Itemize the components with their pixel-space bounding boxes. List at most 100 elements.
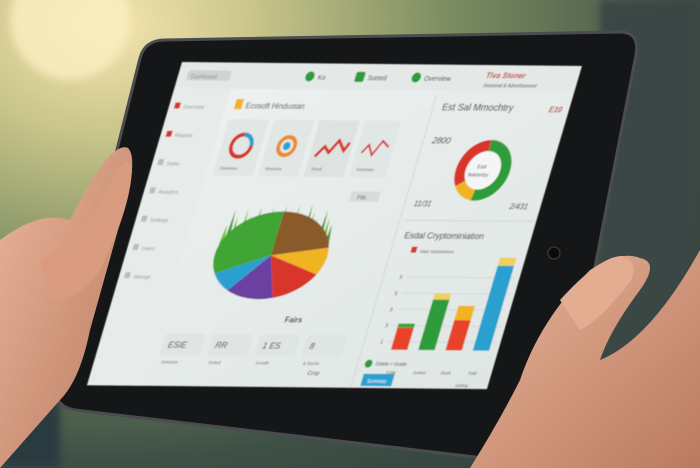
- sidebar-item[interactable]: Users: [132, 243, 157, 252]
- chart-slice: [227, 255, 273, 300]
- sidebar-item[interactable]: Settings: [140, 215, 170, 224]
- sidebar-item[interactable]: Sales: [157, 159, 181, 167]
- top-bar: [174, 62, 582, 93]
- svg-text:Fits: Fits: [356, 195, 367, 201]
- y-tick: 5: [394, 291, 399, 297]
- section-title: Ecosoft Hindustan: [244, 101, 306, 111]
- bar-top: [497, 257, 517, 266]
- svg-text:Summary: Summary: [356, 167, 376, 172]
- right-hand: [470, 250, 700, 468]
- sidebar-item[interactable]: Analytics: [148, 187, 180, 196]
- chart-slice: [454, 140, 492, 187]
- badge: E10: [548, 105, 564, 114]
- sidebar: Overview Reports Sales Analytics Settings Use…: [86, 88, 231, 386]
- y-tick: 3: [389, 307, 394, 313]
- chart-slice: [271, 255, 317, 298]
- left-thumb: [40, 162, 132, 300]
- svg-text:Summary: Summary: [366, 379, 388, 385]
- svg-text:Overview: Overview: [182, 104, 205, 110]
- svg-text:Storage: Storage: [132, 274, 151, 280]
- card-revenue[interactable]: Revenue: [257, 119, 315, 177]
- bar: [445, 319, 471, 351]
- stat-extra: Crop: [306, 371, 320, 377]
- bottom-legend: Delete + Grade: [375, 362, 408, 368]
- chart-slice: [271, 211, 329, 256]
- stat-label: Growth: [255, 360, 270, 365]
- donut-center-line2: Nutrientzy: [467, 172, 490, 178]
- brand-subtitle: Seasonal & Advertisement: [482, 83, 538, 90]
- chart-slice: [470, 140, 512, 201]
- bar: [418, 299, 450, 351]
- svg-text:Overview: Overview: [219, 166, 238, 171]
- card-summary[interactable]: Summary: [348, 120, 402, 178]
- grass-blade: [218, 224, 228, 245]
- svg-text:Settings: Settings: [149, 218, 169, 224]
- filter-chip[interactable]: Fits: [349, 191, 381, 202]
- bar-chart: 1 3 3 5 3 Colat Sorted Stock Total: [379, 257, 517, 376]
- svg-text:Sorted: Sorted: [367, 75, 388, 82]
- stats-row: ESIE Sessions RR Sorted 1 ES Growth 8 & Stocks C…: [157, 333, 348, 378]
- chart-slice: [455, 180, 476, 201]
- chart-slice: [214, 255, 272, 291]
- stat-label: Sessions: [160, 360, 179, 365]
- summary-cards: Overview Revenue Trend Summary: [212, 119, 402, 178]
- chart-slice: [271, 247, 329, 275]
- camera-icon: [547, 246, 561, 260]
- app-label: Dashboard: [189, 74, 217, 80]
- stat-card[interactable]: ESIE Sessions: [157, 333, 206, 365]
- bar-label: Sorted: [413, 370, 427, 375]
- pie-chart: [213, 204, 333, 300]
- bar-legend: Ratio Substitutions: [419, 249, 455, 254]
- nav-item-ko[interactable]: Ko: [304, 71, 328, 82]
- sidebar-item[interactable]: Overview: [173, 102, 205, 111]
- y-tick: 3: [384, 323, 389, 329]
- svg-text:Revenue: Revenue: [265, 166, 283, 171]
- footer-note: Setting: [454, 383, 469, 388]
- svg-text:Sales: Sales: [166, 161, 181, 167]
- bar-top: [433, 293, 452, 300]
- right-panel-title: Est Sal Mmochtry: [440, 102, 515, 114]
- tablet-screen: Dashboard Ko Sorted Overview Tiva Stoner…: [86, 62, 582, 390]
- sidebar-item[interactable]: Reports: [165, 130, 194, 139]
- bar-top: [454, 305, 475, 321]
- legend-dot: [364, 359, 373, 368]
- bar: [390, 327, 414, 350]
- pie-label: Fairs: [284, 315, 305, 324]
- y-tick: 1: [379, 339, 384, 345]
- svg-text:Overview: Overview: [423, 75, 452, 82]
- donut-center-line1: Essl: [477, 164, 487, 170]
- bar-label: Stock: [440, 370, 452, 375]
- stat-label: & Stocks: [302, 361, 320, 366]
- stat-card[interactable]: RR Sorted: [204, 333, 253, 366]
- svg-text:Trend: Trend: [310, 167, 323, 172]
- donut-chart: [454, 140, 512, 201]
- stat-card[interactable]: 8 & Stocks Crop: [295, 334, 348, 378]
- sidebar-item[interactable]: Storage: [123, 272, 152, 281]
- summary-button[interactable]: Summary: [360, 373, 395, 387]
- big-number: 2800: [430, 135, 452, 145]
- nav-item-overview[interactable]: Overview: [410, 72, 452, 83]
- svg-text:Analytics: Analytics: [157, 189, 179, 195]
- stat-value: ESIE: [167, 339, 189, 349]
- bar-chart-title: Esdal Cryptominiation: [403, 230, 486, 241]
- card-trend[interactable]: Trend: [303, 120, 360, 178]
- left-caption: 11/31: [413, 199, 433, 208]
- card-overview[interactable]: Overview: [212, 119, 269, 177]
- bar-top: [397, 323, 416, 328]
- bar-label: Total: [467, 371, 477, 376]
- svg-text:Users: Users: [141, 246, 156, 252]
- right-caption: 2/431: [507, 202, 529, 211]
- stat-value: 1 ES: [261, 340, 282, 350]
- brand-title: Tiva Stoner: [485, 71, 528, 81]
- stat-value: 8: [309, 341, 317, 351]
- chart-slice: [213, 211, 284, 274]
- bar-label: Colat: [385, 370, 397, 375]
- y-tick: 3: [398, 275, 403, 281]
- nav-item-sorted[interactable]: Sorted: [354, 71, 389, 82]
- svg-text:Ko: Ko: [317, 74, 327, 81]
- stat-value: RR: [214, 340, 229, 350]
- stat-card[interactable]: 1 ES Growth: [251, 334, 300, 366]
- right-thumb: [560, 256, 634, 330]
- svg-text:Reports: Reports: [174, 133, 194, 139]
